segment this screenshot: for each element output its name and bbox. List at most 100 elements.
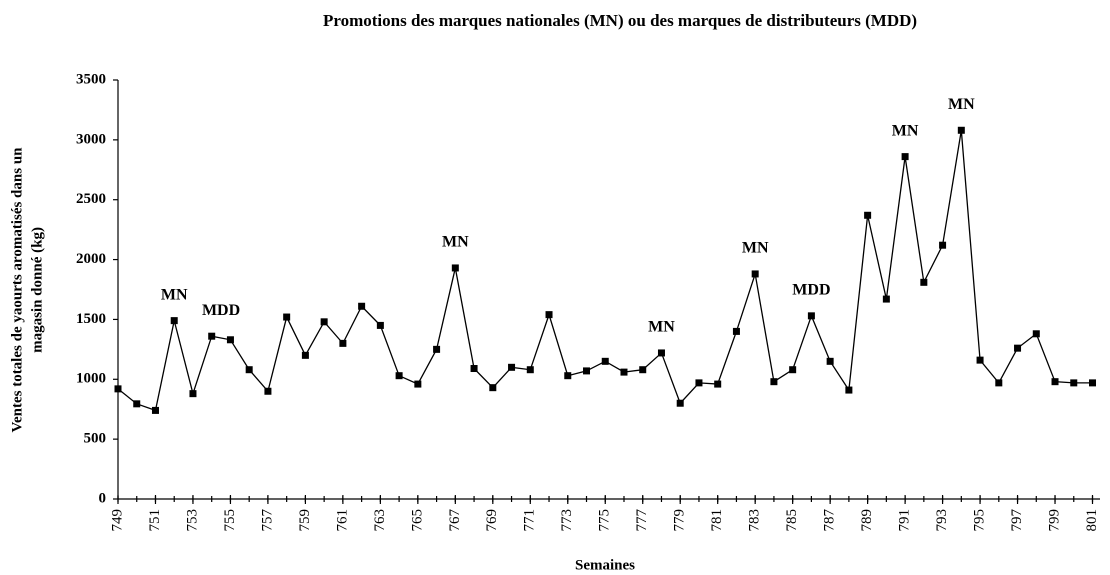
x-tick-label: 779	[672, 509, 688, 532]
point-marker	[789, 366, 797, 374]
point-marker	[358, 302, 366, 310]
point-marker	[226, 336, 234, 344]
point-marker	[882, 295, 890, 303]
point-marker	[676, 399, 684, 407]
y-axis-label: magasin donné (kg)	[29, 227, 45, 353]
x-tick-label: 797	[1009, 509, 1025, 532]
point-marker	[939, 241, 947, 249]
point-marker	[995, 379, 1003, 387]
x-tick-label: 795	[971, 509, 987, 532]
point-marker	[395, 372, 403, 380]
point-marker	[545, 311, 553, 319]
point-marker	[133, 400, 141, 408]
point-marker	[1032, 330, 1040, 338]
annotation: MN	[948, 96, 975, 113]
x-tick-label: 761	[334, 509, 350, 532]
point-marker	[920, 278, 928, 286]
point-marker	[1014, 344, 1022, 352]
point-marker	[433, 345, 441, 353]
x-tick-label: 767	[447, 509, 463, 532]
annotation: MDD	[202, 302, 240, 319]
point-marker	[301, 351, 309, 359]
x-tick-label: 775	[597, 509, 613, 532]
point-marker	[564, 372, 572, 380]
point-marker	[414, 380, 422, 388]
point-marker	[976, 356, 984, 364]
x-tick-label: 773	[559, 509, 575, 532]
point-marker	[339, 339, 347, 347]
x-tick-label: 791	[897, 509, 913, 532]
point-marker	[1070, 379, 1078, 387]
annotation: MN	[442, 234, 469, 251]
y-tick-label: 1000	[76, 371, 106, 387]
point-marker	[208, 332, 216, 340]
point-marker	[657, 349, 665, 357]
y-tick-label: 3000	[76, 131, 106, 147]
y-tick-label: 1500	[76, 311, 106, 327]
x-tick-label: 771	[522, 509, 538, 532]
x-tick-label: 801	[1084, 509, 1100, 532]
x-tick-label: 753	[184, 509, 200, 532]
x-tick-label: 787	[822, 509, 838, 532]
x-tick-label: 781	[709, 509, 725, 532]
point-marker	[714, 380, 722, 388]
x-tick-label: 755	[222, 509, 238, 532]
x-axis-label: Semaines	[575, 557, 635, 573]
x-tick-label: 757	[259, 509, 275, 532]
point-marker	[1089, 379, 1097, 387]
chart-title: Promotions des marques nationales (MN) o…	[323, 11, 917, 30]
annotation: MN	[161, 286, 188, 303]
y-tick-label: 500	[84, 431, 107, 447]
point-marker	[526, 366, 534, 374]
point-marker	[1051, 378, 1059, 386]
x-tick-label: 763	[372, 509, 388, 532]
annotation: MN	[648, 319, 675, 336]
point-marker	[770, 378, 778, 386]
x-tick-label: 793	[934, 509, 950, 532]
x-tick-label: 799	[1046, 509, 1062, 532]
point-marker	[957, 126, 965, 134]
point-marker	[451, 264, 459, 272]
point-marker	[751, 270, 759, 278]
x-tick-label: 749	[109, 509, 125, 532]
series-line	[117, 130, 1093, 412]
point-marker	[639, 366, 647, 374]
point-marker	[620, 368, 628, 376]
y-tick-label: 0	[99, 490, 107, 506]
x-tick-label: 777	[634, 509, 650, 532]
annotation: MDD	[792, 282, 830, 299]
x-tick-label: 769	[484, 509, 500, 532]
point-marker	[508, 363, 516, 371]
point-marker	[583, 367, 591, 375]
point-marker	[695, 379, 703, 387]
point-marker	[732, 327, 740, 335]
x-tick-label: 765	[409, 509, 425, 532]
point-marker	[489, 384, 497, 392]
point-marker	[376, 321, 384, 329]
annotation: MN	[892, 122, 919, 139]
x-tick-label: 759	[297, 509, 313, 532]
point-marker	[114, 385, 122, 393]
point-marker	[601, 357, 609, 365]
x-tick-label: 751	[147, 509, 163, 532]
x-tick-label: 783	[747, 509, 763, 532]
point-marker	[320, 318, 328, 326]
y-tick-label: 2500	[76, 191, 106, 207]
point-marker	[470, 365, 478, 373]
point-marker	[901, 153, 909, 161]
x-tick-label: 789	[859, 509, 875, 532]
x-tick-label: 785	[784, 509, 800, 532]
point-marker	[264, 387, 272, 395]
y-tick-label: 2000	[76, 251, 106, 267]
point-marker	[151, 406, 159, 414]
point-marker	[189, 390, 197, 398]
point-marker	[245, 366, 253, 374]
annotation: MN	[742, 240, 769, 257]
point-marker	[283, 313, 291, 321]
point-marker	[845, 386, 853, 394]
point-marker	[826, 357, 834, 365]
y-tick-label: 3500	[76, 71, 106, 87]
point-marker	[864, 211, 872, 219]
y-axis-label: Ventes totales de yaourts aromatisés dan…	[9, 147, 25, 433]
